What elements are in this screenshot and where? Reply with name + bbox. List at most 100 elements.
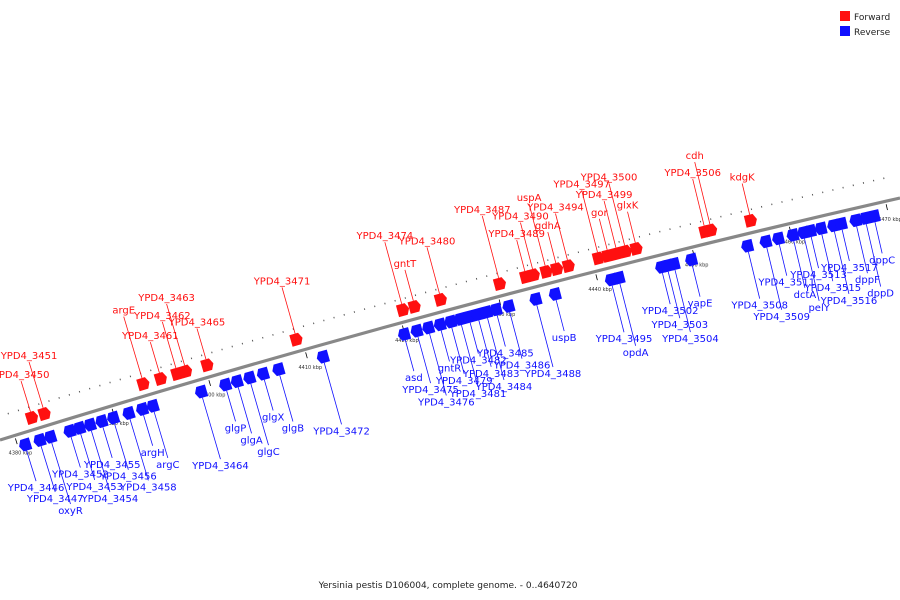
reverse-gene-YPD4_3484[interactable] — [479, 304, 494, 320]
forward-gene-YPD4_3450[interactable] — [24, 410, 40, 425]
gene-label[interactable]: YPD4_3499 — [575, 190, 633, 201]
gene-label[interactable]: glgX — [262, 413, 284, 424]
gene-label[interactable]: argC — [156, 460, 179, 471]
reverse-gene-YPD4_3447[interactable] — [32, 432, 47, 448]
gene-label[interactable]: YPD4_3474 — [356, 231, 414, 242]
gene-label[interactable]: YPD4_3454 — [81, 494, 139, 505]
gene-label[interactable]: YPD4_3494 — [526, 202, 584, 213]
gene-label[interactable]: gdhA — [535, 221, 561, 232]
gene-label[interactable]: asd — [405, 373, 423, 384]
gene-label[interactable]: YPD4_3458 — [119, 482, 177, 493]
gene-label[interactable]: YPD4_3509 — [752, 312, 810, 323]
gene-label[interactable]: uspB — [552, 333, 577, 344]
gene-label[interactable]: YPD4_3488 — [524, 369, 582, 380]
forward-gene-YPD4_3490[interactable] — [526, 268, 542, 283]
gene-label[interactable]: YPD4_3463 — [137, 293, 195, 304]
forward-gene-YPD4_3471[interactable] — [289, 332, 304, 347]
gene-label[interactable]: pelY — [808, 303, 830, 314]
gene-label[interactable]: YPD4_3464 — [191, 461, 249, 472]
forward-gene-YPD4_3480[interactable] — [433, 292, 449, 307]
reverse-gene-YPD4_3515[interactable] — [813, 221, 828, 236]
gene-label[interactable]: YPD4_3516 — [820, 296, 878, 307]
gene-label[interactable]: YPD4_3515 — [803, 283, 861, 294]
forward-gene-uspA[interactable] — [539, 264, 554, 279]
forward-gene-gdhA[interactable] — [550, 261, 565, 277]
reverse-gene-oxyR[interactable] — [42, 429, 58, 445]
forward-gene-YPD4_3497[interactable] — [591, 251, 607, 266]
gene-label[interactable]: dctA — [794, 290, 817, 301]
reverse-gene-dctA[interactable] — [785, 228, 800, 242]
reverse-gene-uspB[interactable] — [547, 286, 562, 302]
gene-label[interactable]: argH — [141, 448, 165, 459]
reverse-gene-glgA[interactable] — [229, 374, 244, 389]
forward-gene-YPD4_3465[interactable] — [200, 357, 215, 373]
gene-label[interactable]: uspA — [517, 193, 542, 204]
forward-gene-YPD4_3487[interactable] — [492, 276, 508, 292]
gene-label[interactable]: gntR — [438, 363, 462, 374]
reverse-gene-argH[interactable] — [134, 401, 150, 417]
forward-gene-YPD4_3500[interactable] — [618, 244, 634, 259]
reverse-gene-YPD4_3504[interactable] — [666, 256, 681, 272]
reverse-gene-yapE[interactable] — [684, 252, 699, 268]
reverse-gene-YPD4_3486[interactable] — [501, 299, 516, 314]
reverse-gene-YPD4_3446[interactable] — [17, 437, 33, 452]
gene-label[interactable]: YPD4_3455 — [83, 460, 141, 471]
gene-label[interactable]: YPD4_3475 — [401, 385, 459, 396]
gene-label[interactable]: YPD4_3453 — [65, 482, 123, 493]
reverse-gene-glgX[interactable] — [255, 366, 271, 382]
gene-label[interactable]: YPD4_3485 — [476, 348, 534, 359]
forward-gene-kdgK[interactable] — [743, 213, 758, 228]
gene-label[interactable]: YPD4_3490 — [491, 212, 549, 223]
forward-gene-YPD4_3451[interactable] — [37, 406, 52, 422]
reverse-gene-YPD4_3458[interactable] — [121, 405, 136, 421]
forward-gene-YPD4_3461[interactable] — [153, 371, 169, 387]
gene-label[interactable]: YPD4_3482 — [449, 356, 507, 367]
forward-gene-argE[interactable] — [136, 376, 151, 392]
gene-label[interactable]: YPD4_3451 — [0, 351, 57, 362]
gene-label[interactable]: opdA — [623, 348, 649, 359]
reverse-gene-asd[interactable] — [396, 327, 412, 342]
gene-label[interactable]: YPD4_3476 — [417, 397, 475, 408]
gene-label[interactable]: dppC — [869, 255, 895, 266]
gene-label[interactable]: YPD4_3489 — [487, 229, 545, 240]
gene-label[interactable]: YPD4_3486 — [493, 361, 551, 372]
gene-label[interactable]: dppD — [867, 289, 894, 300]
gene-label[interactable]: YPD4_3484 — [475, 382, 533, 393]
gene-label[interactable]: YPD4_3504 — [661, 334, 719, 345]
forward-gene-YPD4_3494[interactable] — [561, 258, 577, 274]
forward-gene-cdh[interactable] — [704, 223, 719, 238]
forward-genes[interactable] — [24, 213, 759, 425]
reverse-gene-YPD4_3453[interactable] — [71, 420, 87, 436]
gene-label[interactable]: YPD4_3513 — [789, 270, 847, 281]
reverse-gene-YPD4_3485[interactable] — [488, 302, 503, 317]
reverse-gene-glgB[interactable] — [271, 362, 286, 377]
gene-label[interactable]: argE — [112, 306, 135, 317]
gene-label[interactable]: YPD4_3495 — [595, 334, 653, 345]
reverse-gene-YPD4_3479[interactable] — [443, 314, 458, 330]
forward-gene-YPD4_3463[interactable] — [178, 364, 194, 379]
reverse-gene-YPD4_3476[interactable] — [421, 320, 436, 336]
gene-labels[interactable]: YPD4_3450 YPD4_3451 argE YPD4_3461 YPD4_3462… — [0, 151, 895, 517]
reverse-gene-opdA[interactable] — [611, 270, 626, 286]
gene-label[interactable]: glgP — [225, 423, 247, 434]
reverse-genes[interactable] — [17, 209, 881, 452]
reverse-gene-glgP[interactable] — [218, 377, 233, 392]
gene-label[interactable]: YPD4_3450 — [0, 370, 49, 381]
gene-label[interactable]: YPD4_3487 — [453, 205, 511, 216]
reverse-gene-YPD4_3488[interactable] — [528, 291, 543, 307]
reverse-gene-YPD4_3454[interactable] — [82, 417, 98, 433]
reverse-gene-YPD4_3509[interactable] — [758, 234, 773, 249]
gene-label[interactable]: gntT — [394, 259, 418, 270]
gene-label[interactable]: YPD4_3462 — [133, 311, 191, 322]
gene-label[interactable]: YPD4_3446 — [7, 483, 65, 494]
gene-label[interactable]: YPD4_3479 — [435, 376, 493, 387]
reverse-gene-YPD4_3517[interactable] — [834, 216, 848, 231]
gene-label[interactable]: YPD4_3502 — [641, 306, 699, 317]
gene-label[interactable]: YPD4_3452 — [51, 470, 109, 481]
reverse-gene-YPD4_3455[interactable] — [94, 414, 109, 429]
gene-label[interactable]: YPD4_3471 — [253, 276, 311, 287]
reverse-gene-argC[interactable] — [145, 398, 160, 414]
gene-label[interactable]: glgC — [257, 447, 279, 458]
gene-label[interactable]: YPD4_3500 — [580, 172, 638, 183]
gene-label[interactable]: YPD4_3508 — [730, 301, 788, 312]
